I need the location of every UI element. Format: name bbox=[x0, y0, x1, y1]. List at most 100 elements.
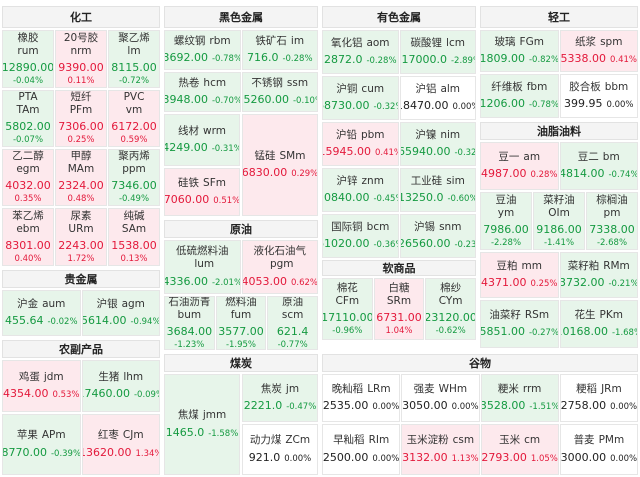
quote-tile[interactable]: 苯乙烯 ebm 8301.00 0.40% bbox=[2, 208, 54, 266]
quote-values: 399.95 0.00% bbox=[564, 97, 634, 111]
quote-tile[interactable]: 白糖 SRm 6731.00 1.04% bbox=[373, 278, 425, 340]
price: 2793.00 bbox=[481, 450, 527, 464]
quote-tile[interactable]: 菜籽粕 RMm 3732.00 -0.21% bbox=[559, 252, 638, 298]
price: 3692.00 bbox=[164, 51, 208, 64]
contract-label: 线材 wrm bbox=[178, 125, 226, 138]
quote-values: 7986.00 -2.28% bbox=[483, 223, 529, 249]
quote-tile[interactable]: 纯碱 SAm 1538.00 0.13% bbox=[108, 208, 160, 266]
quote-values: 621.4 -0.77% bbox=[277, 325, 309, 349]
quote-tile[interactable]: 线材 wrm 4249.00 -0.31% bbox=[164, 114, 240, 166]
section-header: 煤炭 bbox=[164, 354, 318, 372]
quote-tile[interactable]: 玉米淀粉 csm 3132.00 1.13% bbox=[401, 424, 480, 475]
contract-code: am bbox=[523, 150, 541, 163]
quote-tile[interactable]: 油菜籽 RSm 5851.00 -0.27% bbox=[480, 300, 559, 348]
quote-values: 2500.00 0.00% bbox=[323, 451, 399, 465]
quote-tile[interactable]: 粳稻 JRm 2758.00 0.00% bbox=[559, 374, 638, 422]
quote-tile[interactable]: 尿素 URm 2243.00 1.72% bbox=[55, 208, 107, 266]
quote-tile[interactable]: 液化石油气pgm 4053.00 0.62% bbox=[241, 240, 318, 294]
quote-tile[interactable]: 聚乙烯 lm 8115.00 -0.72% bbox=[108, 30, 160, 88]
quote-tile[interactable]: 苹果 APm 8770.00 -0.39% bbox=[2, 414, 81, 475]
quote-tile[interactable]: 铁矿石 im 716.0 -0.28% bbox=[241, 30, 318, 70]
change-percent: 0.28% bbox=[530, 170, 558, 180]
contract-code: PKm bbox=[599, 308, 623, 321]
quote-tile[interactable]: 玉米 cm 2793.00 1.05% bbox=[480, 424, 559, 475]
price: 3132.00 bbox=[402, 450, 448, 464]
quote-tile[interactable]: 焦煤 jmm 1465.0 -1.58% bbox=[164, 374, 240, 475]
quote-tile[interactable]: 聚丙烯 ppm 7346.00 -0.49% bbox=[108, 149, 160, 206]
quote-tile[interactable]: 工业硅 sim 13250.0 -0.60% bbox=[399, 168, 476, 212]
contract-label: 棕榈油 pm bbox=[596, 194, 628, 220]
quote-tile[interactable]: 沪银 agm 5614.00 -0.94% bbox=[81, 290, 160, 336]
quote-tile[interactable]: 普麦 PMm 3000.00 0.00% bbox=[559, 424, 638, 475]
quote-tile[interactable]: 棉花 CFm 17110.00 -0.96% bbox=[322, 278, 373, 340]
contract-label: 菜籽油 OIm bbox=[543, 194, 575, 220]
contract-code: SFm bbox=[203, 176, 226, 189]
quote-tile[interactable]: 豆二 bm 4814.00 -0.74% bbox=[559, 142, 638, 190]
change-percent: 0.13% bbox=[120, 253, 148, 264]
quote-tile[interactable]: 鸡蛋 jdm 4354.00 0.53% bbox=[2, 360, 81, 412]
change-percent: -0.78% bbox=[211, 54, 241, 64]
quote-tile[interactable]: 氧化铝 aom 2872.0 -0.28% bbox=[322, 30, 399, 74]
contract-label: 石油沥青 bum bbox=[168, 297, 210, 322]
quote-tile[interactable]: 纤维板 fbm 1206.00 -0.78% bbox=[480, 74, 559, 118]
quote-tile[interactable]: PVC vm 6172.00 0.59% bbox=[108, 90, 160, 147]
change-percent: -0.72% bbox=[118, 75, 150, 86]
quote-tile[interactable]: 沪金 aum 455.64 -0.02% bbox=[2, 290, 81, 336]
quote-tile[interactable]: 热卷 hcm 3948.00 -0.70% bbox=[164, 72, 241, 112]
quote-tile[interactable]: 橡胶 rum 12890.00 -0.04% bbox=[2, 30, 54, 88]
quote-tile[interactable]: 强麦 WHm 3050.00 0.00% bbox=[401, 374, 480, 422]
price: 10168.00 bbox=[559, 325, 608, 338]
quote-tile[interactable]: 原油 scm 621.4 -0.77% bbox=[267, 296, 318, 350]
price: 3577.00 bbox=[218, 324, 264, 338]
quote-tile[interactable]: 短纤 PFm 7306.00 0.25% bbox=[55, 90, 107, 147]
quote-tile[interactable]: 玻璃 FGm 1809.00 -0.82% bbox=[480, 30, 559, 72]
quote-tile[interactable]: 硅铁 SFm 7060.00 0.51% bbox=[164, 168, 240, 216]
quote-tile[interactable]: PTA TAm 5802.00 -0.07% bbox=[2, 90, 54, 147]
quote-tile[interactable]: 螺纹钢 rbm 3692.00 -0.78% bbox=[164, 30, 241, 70]
contract-name: 短纤 bbox=[70, 91, 92, 103]
quote-tile[interactable]: 纸浆 spm 5338.00 0.41% bbox=[559, 30, 638, 72]
change-percent: -1.68% bbox=[611, 328, 637, 338]
quote-tile[interactable]: 燃料油 fum 3577.00 -1.95% bbox=[215, 296, 267, 350]
price: 23120.00 bbox=[425, 310, 476, 324]
quote-tile[interactable]: 豆一 am 4987.00 0.28% bbox=[480, 142, 559, 190]
quote-tile[interactable]: 锰硅 SMm 6830.00 0.29% bbox=[242, 114, 318, 216]
quote-tile[interactable]: 早籼稻 RIm 2500.00 0.00% bbox=[322, 424, 401, 475]
contract-label: 锰硅 SMm bbox=[255, 150, 306, 163]
price: 4987.00 bbox=[481, 167, 527, 180]
contract-code: bum bbox=[177, 308, 202, 321]
quote-tile[interactable]: 低硫燃料油lum 4336.00 -2.01% bbox=[164, 240, 241, 294]
contract-name: 白糖 bbox=[388, 281, 410, 294]
quote-tile[interactable]: 动力煤 ZCm 921.0 0.00% bbox=[242, 424, 318, 475]
quote-tile[interactable]: 乙二醇 egm 4032.00 0.35% bbox=[2, 149, 54, 206]
quote-tile[interactable]: 20号胶 nrm 9390.00 0.11% bbox=[55, 30, 107, 88]
quote-tile[interactable]: 红枣 CJm 13620.00 1.34% bbox=[81, 414, 160, 475]
price: 2243.00 bbox=[58, 238, 104, 252]
quote-tile[interactable]: 豆粕 mm 4371.00 0.25% bbox=[480, 252, 559, 298]
quote-tile[interactable]: 石油沥青 bum 3684.00 -1.23% bbox=[164, 296, 215, 350]
quote-tile[interactable]: 棉纱 CYm 23120.00 -0.62% bbox=[425, 278, 476, 340]
contract-code: CYm bbox=[438, 294, 463, 307]
quote-tile[interactable]: 晚籼稻 LRm 2535.00 0.00% bbox=[322, 374, 401, 422]
quote-tile[interactable]: 甲醇 MAm 2324.00 0.48% bbox=[55, 149, 107, 206]
quote-tile[interactable]: 胶合板 bbm 399.95 0.00% bbox=[559, 74, 638, 118]
section-header: 油脂油料 bbox=[480, 122, 638, 140]
quote-tile[interactable]: 菜籽油 OIm 9186.00 -1.41% bbox=[533, 192, 585, 250]
quote-tile[interactable]: 棕榈油 pm 7338.00 -2.68% bbox=[586, 192, 638, 250]
price: 921.0 bbox=[248, 450, 281, 464]
price: 4354.00 bbox=[3, 387, 49, 400]
quote-tile[interactable]: 焦炭 jm 2221.0 -0.47% bbox=[242, 374, 318, 422]
quote-tile[interactable]: 豆油 ym 7986.00 -2.28% bbox=[480, 192, 532, 250]
quote-tile[interactable]: 粳米 rrm 3528.00 -1.51% bbox=[480, 374, 559, 422]
